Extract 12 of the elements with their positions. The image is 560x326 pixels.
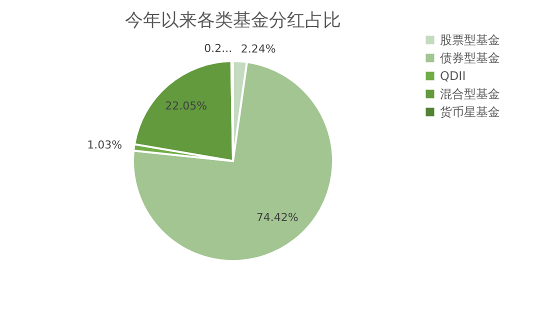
- pie-slice: [132, 60, 334, 262]
- data-label: 1.03%: [87, 138, 122, 152]
- chart-title: 今年以来各类基金分红占比: [125, 10, 341, 31]
- data-label: 0.2...: [204, 42, 232, 56]
- legend-label: 股票型基金: [440, 33, 500, 47]
- legend-label: 债券型基金: [440, 51, 500, 65]
- data-label: 22.05%: [165, 99, 208, 112]
- legend-label: QDII: [440, 69, 466, 83]
- data-label: 74.42%: [256, 210, 298, 224]
- legend-label: 货币星基金: [440, 105, 500, 119]
- data-label: 2.24%: [240, 42, 276, 56]
- legend-label: 混合型基金: [440, 87, 500, 101]
